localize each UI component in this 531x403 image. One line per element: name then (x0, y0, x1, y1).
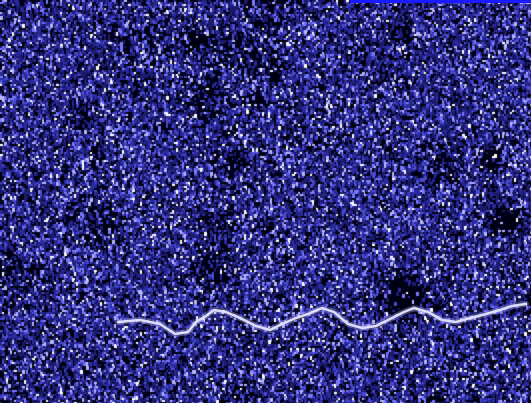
top-accent-bar (350, 0, 531, 3)
